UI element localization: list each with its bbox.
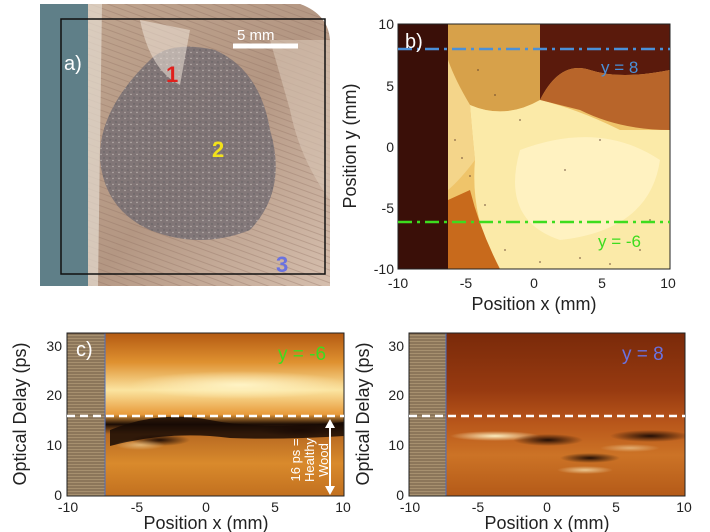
panel-b-annotation-y8: y = 8 bbox=[601, 58, 638, 77]
panel-d-y-axis-label: Optical Delay (ps) bbox=[353, 342, 373, 485]
c-x-tick: -5 bbox=[131, 499, 144, 515]
panel-b-label: b) bbox=[405, 31, 423, 53]
panel-a-photo bbox=[40, 4, 330, 286]
panel-c-axes: -10 -5 0 5 10 30 20 10 0 Position x (mm)… bbox=[10, 338, 351, 532]
panel-d-map bbox=[409, 333, 685, 496]
d-y-tick: 10 bbox=[388, 437, 404, 453]
b-x-tick: 10 bbox=[660, 275, 676, 291]
b-y-tick: 0 bbox=[386, 139, 394, 155]
region-label-3: 3 bbox=[276, 252, 288, 277]
c-y-tick: 30 bbox=[46, 338, 62, 354]
panel-a-roi-box bbox=[60, 18, 326, 275]
scale-bar-label: 5 mm bbox=[237, 27, 275, 44]
panel-d-axes: -10 -5 0 5 10 30 20 10 0 Position x (mm)… bbox=[353, 338, 692, 532]
panel-b-x-axis-label: Position x (mm) bbox=[471, 294, 596, 314]
panel-c-y-axis-label: Optical Delay (ps) bbox=[10, 342, 30, 485]
panel-b-x-tick-labels: -10 -5 0 5 10 bbox=[388, 275, 676, 291]
panel-c-title: y = -6 bbox=[278, 344, 326, 365]
b-y-tick: -5 bbox=[382, 200, 395, 216]
b-x-tick: 5 bbox=[598, 275, 606, 291]
panel-b-axes: -10 -5 0 5 10 10 5 0 -5 -10 Position x (… bbox=[340, 16, 676, 314]
panel-b-y-axis-label: Position y (mm) bbox=[340, 83, 360, 208]
c-x-tick: -10 bbox=[58, 499, 78, 515]
c-y-tick: 20 bbox=[46, 387, 62, 403]
b-x-tick: -5 bbox=[460, 275, 473, 291]
c-y-tick: 0 bbox=[54, 487, 62, 503]
panel-a-label: a) bbox=[64, 53, 82, 75]
panel-d-title: y = 8 bbox=[622, 344, 664, 365]
panel-b-map bbox=[398, 24, 670, 269]
panel-c-arrow bbox=[325, 419, 335, 495]
d-x-tick: 10 bbox=[676, 499, 692, 515]
d-y-tick: 0 bbox=[396, 487, 404, 503]
panel-c-map bbox=[67, 333, 344, 496]
c-x-tick: 0 bbox=[202, 499, 210, 515]
panel-c-x-axis-label: Position x (mm) bbox=[143, 513, 268, 532]
b-x-tick: -10 bbox=[388, 275, 408, 291]
panel-c-annotation: 16 ps = Healthy Wood bbox=[288, 437, 331, 482]
panel-d-frame bbox=[408, 332, 686, 497]
panel-b-y-tick-labels: 10 5 0 -5 -10 bbox=[374, 16, 394, 277]
b-y-tick: 10 bbox=[378, 16, 394, 32]
annotation-line-1: 16 ps = bbox=[288, 438, 303, 481]
b-y-tick: 5 bbox=[386, 78, 394, 94]
annotation-line-2: Healthy bbox=[302, 437, 317, 482]
b-x-tick: 0 bbox=[530, 275, 538, 291]
d-x-tick: -5 bbox=[472, 499, 485, 515]
panel-d-x-axis-label: Position x (mm) bbox=[484, 513, 609, 532]
panel-c-frame bbox=[66, 332, 345, 497]
panel-b-annotation-y-6: y = -6 bbox=[598, 232, 641, 251]
panel-c-label: c) bbox=[76, 339, 93, 361]
d-y-tick: 30 bbox=[388, 338, 404, 354]
region-label-1: 1 bbox=[166, 62, 178, 87]
c-x-tick: 5 bbox=[271, 499, 279, 515]
d-y-tick: 20 bbox=[388, 387, 404, 403]
d-x-tick: 0 bbox=[543, 499, 551, 515]
region-label-2: 2 bbox=[212, 137, 224, 162]
annotation-line-3: Wood bbox=[316, 443, 331, 477]
c-y-tick: 10 bbox=[46, 437, 62, 453]
d-x-tick: 5 bbox=[612, 499, 620, 515]
b-y-tick: -10 bbox=[374, 261, 394, 277]
c-x-tick: 10 bbox=[335, 499, 351, 515]
d-x-tick: -10 bbox=[400, 499, 420, 515]
